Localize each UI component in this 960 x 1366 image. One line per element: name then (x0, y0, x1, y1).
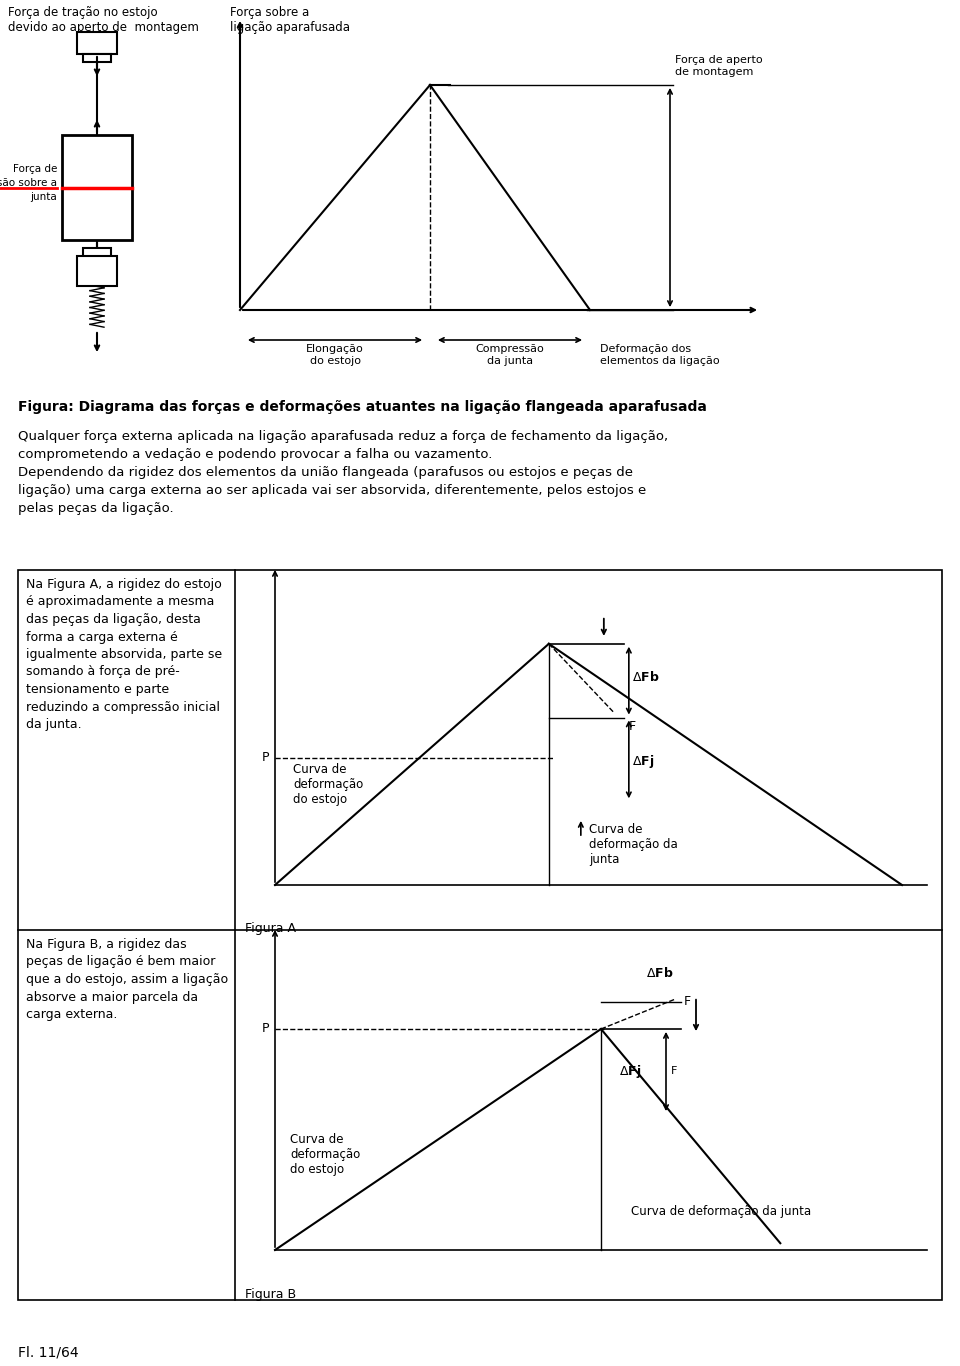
Text: Dependendo da rigidez dos elementos da união flangeada (parafusos ou estojos e p: Dependendo da rigidez dos elementos da u… (18, 466, 633, 479)
Text: Figura A: Figura A (245, 922, 296, 934)
Text: Fl. 11/64: Fl. 11/64 (18, 1346, 79, 1359)
Text: Compressão
da junta: Compressão da junta (475, 344, 544, 366)
Text: Figura: Diagrama das forças e deformações atuantes na ligação flangeada aparafus: Figura: Diagrama das forças e deformaçõe… (18, 400, 707, 414)
Text: F: F (671, 1067, 678, 1076)
Text: compressão sobre a: compressão sobre a (0, 179, 57, 189)
Text: P: P (261, 751, 269, 764)
Text: F: F (629, 720, 636, 732)
Text: Força de aperto
de montagem: Força de aperto de montagem (675, 56, 762, 76)
Text: $\Delta$Fb: $\Delta$Fb (632, 669, 660, 683)
Text: comprometendo a vedação e podendo provocar a falha ou vazamento.: comprometendo a vedação e podendo provoc… (18, 448, 492, 460)
Bar (77, 31, 117, 55)
Text: Elongação
do estojo: Elongação do estojo (306, 344, 364, 366)
Text: Curva de
deformação
do estojo: Curva de deformação do estojo (293, 764, 363, 806)
Text: $\Delta$Fj: $\Delta$Fj (619, 1063, 641, 1081)
Text: Na Figura B, a rigidez das
peças de ligação é bem maior
que a do estojo, assim a: Na Figura B, a rigidez das peças de liga… (26, 938, 228, 1020)
Text: Curva de
deformação
do estojo: Curva de deformação do estojo (290, 1134, 360, 1176)
Text: Deformação dos
elementos da ligação: Deformação dos elementos da ligação (600, 344, 720, 366)
Text: $\Delta$Fj: $\Delta$Fj (632, 753, 654, 770)
Text: Curva de
deformação da
junta: Curva de deformação da junta (588, 822, 678, 866)
Bar (62, 135, 132, 240)
Text: Figura B: Figura B (245, 1288, 296, 1300)
Text: Curva de deformação da junta: Curva de deformação da junta (631, 1205, 811, 1218)
Text: $\Delta$Fb: $\Delta$Fb (646, 966, 674, 979)
Text: Na Figura A, a rigidez do estojo
é aproximadamente a mesma
das peças da ligação,: Na Figura A, a rigidez do estojo é aprox… (26, 578, 222, 731)
Text: pelas peças da ligação.: pelas peças da ligação. (18, 501, 174, 515)
Text: F: F (684, 996, 691, 1008)
Bar (77, 255, 117, 285)
Bar (83, 55, 111, 61)
Bar (18, 570, 942, 1300)
Text: ligação) uma carga externa ao ser aplicada vai ser absorvida, diferentemente, pe: ligação) uma carga externa ao ser aplica… (18, 484, 646, 497)
Text: Qualquer força externa aplicada na ligação aparafusada reduz a força de fechamen: Qualquer força externa aplicada na ligaç… (18, 430, 668, 443)
Text: Força sobre a
ligação aparafusada: Força sobre a ligação aparafusada (230, 5, 350, 34)
Text: P: P (261, 1023, 269, 1035)
Text: Força de tração no estojo
devido ao aperto de  montagem: Força de tração no estojo devido ao aper… (8, 5, 199, 34)
Text: Força de: Força de (12, 164, 57, 175)
Bar (83, 249, 111, 279)
Text: junta: junta (31, 193, 57, 202)
